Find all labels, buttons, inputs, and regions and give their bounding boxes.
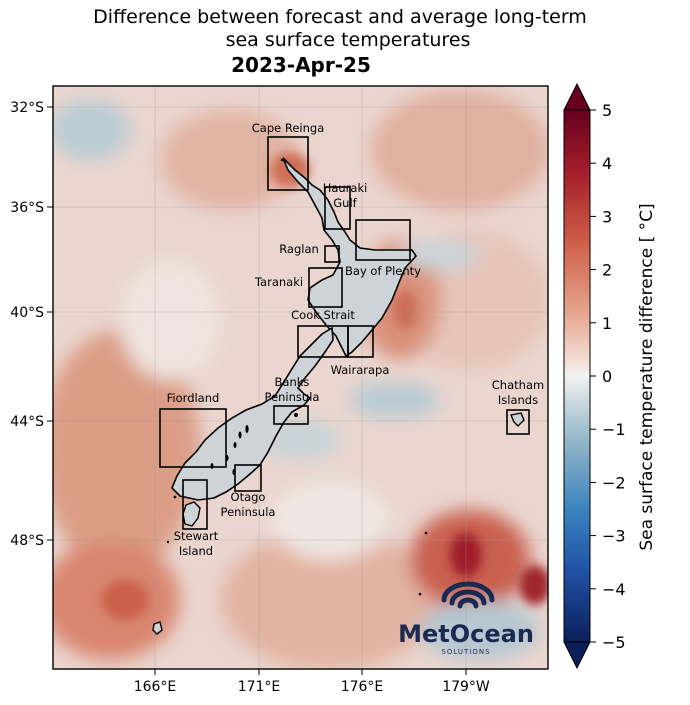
box-raglan[interactable] bbox=[324, 245, 340, 263]
region-label-otago-peninsula: Otago Peninsula bbox=[221, 490, 276, 519]
colorbar-tick-label: 1 bbox=[602, 314, 612, 333]
colorbar-tick-label: 2 bbox=[602, 261, 612, 280]
region-label-banks-peninsula: Banks Peninsula bbox=[265, 375, 320, 404]
colorbar-tick-label: 4 bbox=[602, 154, 612, 173]
colorbar-tick-label: 3 bbox=[602, 207, 612, 226]
region-label-wairarapa: Wairarapa bbox=[331, 363, 390, 377]
lat-tick-label: 32°S bbox=[10, 100, 44, 116]
forecast-date: 2023-Apr-25 bbox=[231, 53, 371, 77]
south-island bbox=[171, 326, 334, 501]
logo-sub: SOLUTIONS bbox=[441, 648, 490, 656]
colorbar-label: Sea surface temperature difference [ °C] bbox=[637, 203, 657, 550]
axis-ticks bbox=[47, 106, 467, 675]
lat-tick-label: 40°S bbox=[10, 305, 44, 321]
title-line-1: Difference between forecast and average … bbox=[93, 6, 587, 28]
box-fiordland[interactable] bbox=[159, 408, 227, 468]
colorbar-tick-label: −2 bbox=[602, 473, 626, 492]
auckland-islands bbox=[152, 621, 163, 635]
region-boxes bbox=[159, 136, 530, 530]
lon-tick-label: 166°E bbox=[134, 679, 177, 695]
colorbar-tick-label: −4 bbox=[602, 580, 626, 599]
region-label-fiordland: Fiordland bbox=[167, 391, 220, 405]
map-frame bbox=[52, 85, 549, 670]
region-label-chatham-islands: Chatham Islands bbox=[492, 378, 544, 407]
box-stewart-island[interactable] bbox=[182, 479, 208, 530]
box-chatham-islands[interactable] bbox=[506, 409, 530, 435]
region-label-cook-strait: Cook Strait bbox=[291, 308, 355, 322]
colorbar-tick-label: 0 bbox=[602, 367, 612, 386]
box-wairarapa[interactable] bbox=[347, 325, 374, 358]
region-label-stewart-island: Stewart Island bbox=[174, 529, 219, 558]
box-banks-peninsula[interactable] bbox=[273, 405, 309, 425]
colorbar-tick-label: −3 bbox=[602, 527, 626, 546]
colorbar-tick-label: 5 bbox=[602, 101, 612, 120]
region-label-hauraki-gulf: Hauraki Gulf bbox=[323, 181, 368, 210]
lat-tick-label: 36°S bbox=[10, 200, 44, 216]
colorbar-tick-label: −1 bbox=[602, 420, 626, 439]
box-otago-peninsula[interactable] bbox=[234, 464, 262, 492]
lat-tick-label: 48°S bbox=[10, 533, 44, 549]
lon-tick-label: 176°E bbox=[341, 679, 384, 695]
chatham-islands-land bbox=[510, 412, 525, 427]
box-bay-of-plenty[interactable] bbox=[355, 219, 411, 261]
colorbar: 5 4 3 2 1 0 −1 −2 −3 −4 −5 Sea surface temperature… bbox=[563, 82, 657, 670]
sst-field bbox=[53, 86, 548, 669]
lon-tick-label: 171°E bbox=[238, 679, 281, 695]
box-taranaki[interactable] bbox=[308, 267, 343, 308]
region-label-taranaki: Taranaki bbox=[254, 275, 303, 289]
lon-tick-label: 179°W bbox=[442, 679, 490, 695]
logo-brand: MetOcean bbox=[398, 620, 534, 648]
region-label-cape-reinga: Cape Reinga bbox=[252, 121, 325, 135]
region-label-raglan: Raglan bbox=[279, 242, 319, 256]
colorbar-tick-label: −5 bbox=[602, 633, 626, 652]
title-line-2: sea surface temperatures bbox=[225, 29, 471, 51]
region-label-bay-of-plenty: Bay of Plenty bbox=[345, 264, 421, 278]
box-cape-reinga[interactable] bbox=[267, 136, 309, 191]
lat-tick-label: 44°S bbox=[10, 414, 44, 430]
box-hauraki-gulf[interactable] bbox=[324, 186, 351, 230]
metocean-logo bbox=[441, 581, 495, 609]
